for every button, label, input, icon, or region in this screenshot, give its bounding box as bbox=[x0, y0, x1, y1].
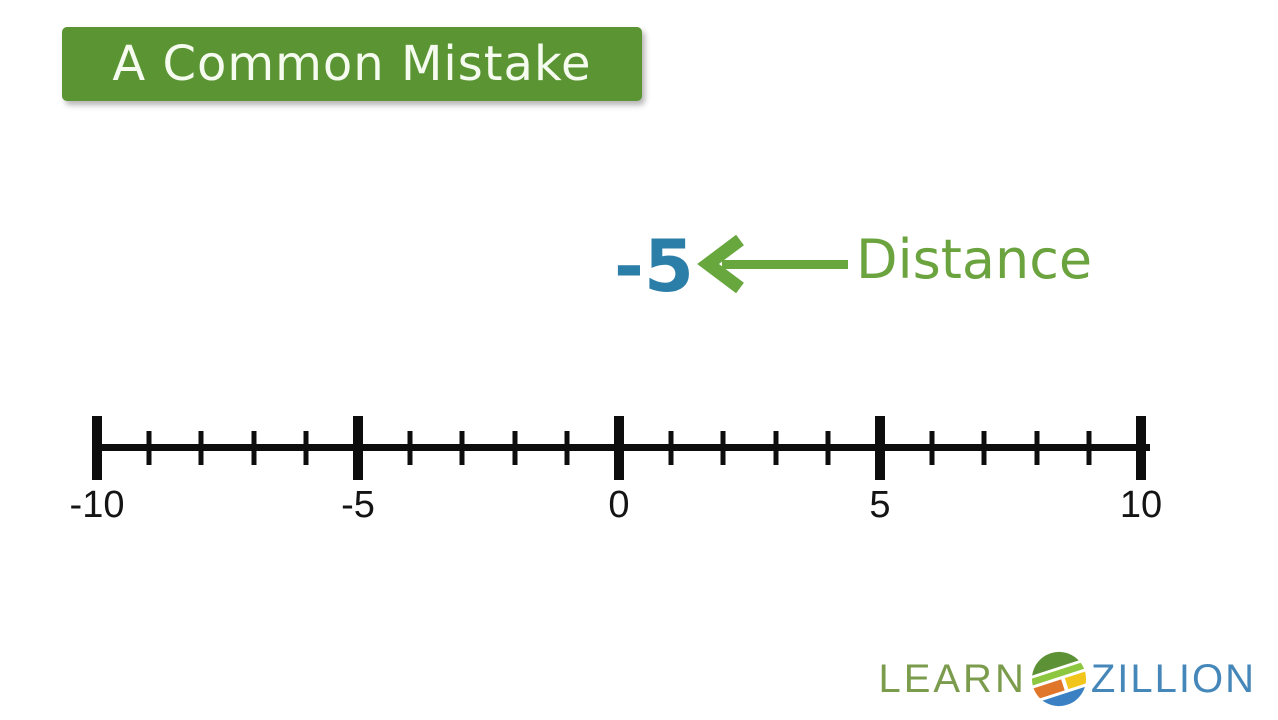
arrow-left-icon bbox=[697, 234, 848, 294]
minor-tick bbox=[1034, 431, 1040, 465]
page-title: A Common Mistake bbox=[112, 36, 592, 92]
minor-tick bbox=[1086, 431, 1092, 465]
title-banner: A Common Mistake bbox=[62, 27, 642, 101]
minor-tick bbox=[459, 431, 465, 465]
major-tick bbox=[353, 416, 363, 480]
annotation-value: -5 bbox=[614, 224, 694, 308]
major-tick bbox=[614, 416, 624, 480]
minor-tick bbox=[303, 431, 309, 465]
minor-tick bbox=[564, 431, 570, 465]
minor-tick bbox=[929, 431, 935, 465]
minor-tick bbox=[407, 431, 413, 465]
minor-tick bbox=[981, 431, 987, 465]
minor-tick bbox=[825, 431, 831, 465]
number-line: -10 -5 0 5 10 bbox=[70, 412, 1162, 534]
learnzillion-globe-icon bbox=[1029, 650, 1088, 708]
logo-zillion-text: ZILLION bbox=[1090, 656, 1256, 701]
tick-label: 0 bbox=[608, 484, 630, 526]
annotation-label: Distance bbox=[856, 228, 1093, 291]
minor-tick bbox=[720, 431, 726, 465]
learnzillion-logo: LEARN ZILLION bbox=[878, 650, 1256, 708]
tick-label: 5 bbox=[869, 484, 891, 526]
major-tick bbox=[92, 416, 102, 480]
major-tick bbox=[1136, 416, 1146, 480]
minor-tick bbox=[512, 431, 518, 465]
minor-tick bbox=[198, 431, 204, 465]
major-tick bbox=[875, 416, 885, 480]
minor-tick bbox=[251, 431, 257, 465]
tick-label: -5 bbox=[341, 484, 375, 526]
minor-tick bbox=[773, 431, 779, 465]
logo-learn-text: LEARN bbox=[878, 656, 1027, 701]
tick-label: -10 bbox=[69, 484, 125, 526]
minor-tick bbox=[668, 431, 674, 465]
tick-label: 10 bbox=[1119, 484, 1163, 526]
minor-tick bbox=[146, 431, 152, 465]
